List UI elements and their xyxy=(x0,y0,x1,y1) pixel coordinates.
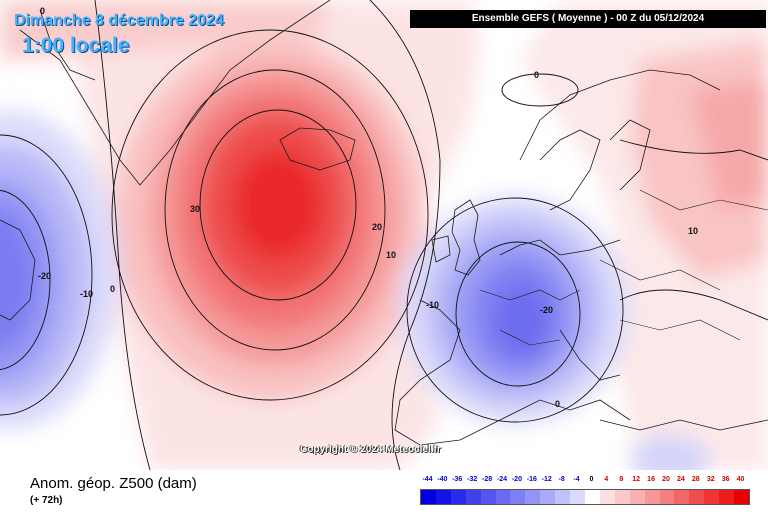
copyright-notice: Copyright © 2024 Meteociel.fr xyxy=(300,444,441,455)
legend-swatch xyxy=(734,490,749,504)
legend-label: 16 xyxy=(647,476,655,483)
contour-label: 30 xyxy=(190,204,200,214)
legend-swatch xyxy=(704,490,720,504)
legend-swatch xyxy=(465,490,481,504)
legend-label: -8 xyxy=(558,476,565,483)
lead-time: (+ 72h) xyxy=(30,495,63,506)
legend-swatch xyxy=(435,490,451,504)
legend-label: 28 xyxy=(691,476,700,483)
legend-color-bar xyxy=(420,489,750,505)
legend-label: 4 xyxy=(604,476,609,483)
legend-swatch xyxy=(525,490,541,504)
legend-swatch xyxy=(644,490,660,504)
legend-label: 32 xyxy=(706,476,715,483)
legend-swatch xyxy=(599,490,615,504)
contour-label-group: 0 0 30 20 10 -20 -10 0 -10 -20 10 0 xyxy=(38,6,698,409)
legend-label: -28 xyxy=(482,476,493,483)
contour-label: -20 xyxy=(38,271,51,281)
legend-label: 40 xyxy=(736,476,745,483)
contour-lines xyxy=(0,0,768,470)
legend-labels: -44 -40 -36 -32 -28 -24 -20 -16 -12 -8 -4 0 4 8 12 16 20… xyxy=(414,476,754,488)
legend-swatch xyxy=(689,490,705,504)
legend-label: 20 xyxy=(662,476,670,483)
legend-swatch xyxy=(510,490,526,504)
legend-swatch xyxy=(495,490,511,504)
legend-swatch xyxy=(584,490,600,504)
legend-label: 12 xyxy=(632,476,641,483)
coastlines xyxy=(0,0,768,446)
legend-label: -44 xyxy=(422,476,433,483)
legend-label: -40 xyxy=(437,476,448,483)
legend-label: -32 xyxy=(467,476,478,483)
anomaly-map: 0 0 30 20 10 -20 -10 0 -10 -20 10 0 xyxy=(0,0,768,470)
legend-label: -36 xyxy=(452,476,463,483)
contour-label: 0 xyxy=(110,284,115,294)
contour-label: 10 xyxy=(688,226,698,236)
legend-swatch xyxy=(659,490,675,504)
legend-swatch xyxy=(719,490,735,504)
color-legend: -44 -40 -36 -32 -28 -24 -20 -16 -12 -8 -4 0 4 8 12 16 20… xyxy=(414,476,754,510)
legend-swatch xyxy=(674,490,690,504)
legend-label: -24 xyxy=(496,476,508,483)
field-title: Anom. géop. Z500 (dam) xyxy=(30,475,197,492)
contour-label: -20 xyxy=(540,305,553,315)
model-run-banner: Ensemble GEFS ( Moyenne ) - 00 Z du 05/1… xyxy=(410,10,766,28)
legend-swatch xyxy=(614,490,630,504)
legend-swatch xyxy=(540,490,556,504)
legend-label: -16 xyxy=(526,476,537,483)
legend-swatch xyxy=(421,490,436,504)
forecast-local-time: 1:00 locale xyxy=(22,34,130,57)
legend-label: -12 xyxy=(541,476,552,483)
contour-label: 0 xyxy=(40,6,45,16)
contour-label: -10 xyxy=(426,300,439,310)
legend-swatch xyxy=(570,490,585,504)
contour-label: 0 xyxy=(534,70,539,80)
legend-swatch xyxy=(555,490,571,504)
contour-label: -10 xyxy=(80,289,93,299)
legend-swatch xyxy=(450,490,466,504)
legend-swatch xyxy=(629,490,645,504)
contour-label: 0 xyxy=(555,399,560,409)
forecast-date: Dimanche 8 décembre 2024 xyxy=(14,12,224,29)
legend-label: 24 xyxy=(677,476,685,483)
legend-label: 8 xyxy=(619,476,624,483)
legend-label: -4 xyxy=(573,476,580,483)
legend-label: 0 xyxy=(589,476,594,483)
anomaly-fill xyxy=(0,0,768,470)
contour-label: 20 xyxy=(372,222,382,232)
legend-label: 36 xyxy=(721,476,730,483)
contour-label: 10 xyxy=(386,250,396,260)
legend-label: -20 xyxy=(511,476,522,483)
legend-swatch xyxy=(480,490,496,504)
